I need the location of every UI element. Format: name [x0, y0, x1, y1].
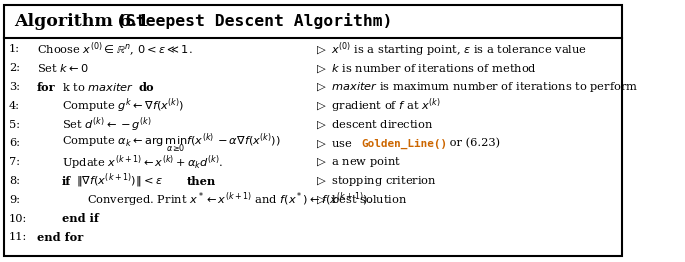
- Text: 3:: 3:: [9, 82, 20, 92]
- Text: 8:: 8:: [9, 176, 20, 186]
- Text: $\triangleright\;$ $\mathit{maxiter}$ is maximum number of iterations to perform: $\triangleright\;$ $\mathit{maxiter}$ is…: [316, 80, 638, 94]
- Text: Algorithm 6.1: Algorithm 6.1: [14, 13, 155, 30]
- Text: 1:: 1:: [9, 45, 20, 54]
- Text: Compute $g^k \leftarrow \nabla f(x^{(k)})$: Compute $g^k \leftarrow \nabla f(x^{(k)}…: [62, 97, 184, 115]
- Text: $\triangleright\;$ $k$ is number of iterations of method: $\triangleright\;$ $k$ is number of iter…: [316, 62, 537, 75]
- Text: $\|\nabla f(x^{(k+1)})\| < \varepsilon$: $\|\nabla f(x^{(k+1)})\| < \varepsilon$: [75, 172, 162, 190]
- Text: 7:: 7:: [9, 157, 20, 167]
- Text: 9:: 9:: [9, 195, 20, 205]
- Text: or (6.23): or (6.23): [446, 138, 500, 149]
- Text: $\triangleright\;$ stopping criterion: $\triangleright\;$ stopping criterion: [316, 174, 437, 188]
- Text: $\triangleright\;$ $x^{(0)}$ is a starting point, $\varepsilon$ is a tolerance v: $\triangleright\;$ $x^{(0)}$ is a starti…: [316, 40, 587, 59]
- Text: $\triangleright\;$ best solution: $\triangleright\;$ best solution: [316, 193, 407, 206]
- Text: $\triangleright\;$ use: $\triangleright\;$ use: [316, 137, 353, 150]
- Text: Update $x^{(k+1)} \leftarrow x^{(k)} + \alpha_k d^{(k)}$.: Update $x^{(k+1)} \leftarrow x^{(k)} + \…: [62, 153, 223, 172]
- Text: 2:: 2:: [9, 63, 20, 73]
- Text: Choose $x^{(0)} \in \mathbb{R}^n$, $0 < \varepsilon \ll 1$.: Choose $x^{(0)} \in \mathbb{R}^n$, $0 < …: [37, 40, 192, 59]
- Text: Set $k \leftarrow 0$: Set $k \leftarrow 0$: [37, 62, 88, 74]
- Text: $\triangleright\;$ descent direction: $\triangleright\;$ descent direction: [316, 118, 434, 131]
- Text: 10:: 10:: [9, 214, 27, 223]
- Text: 5:: 5:: [9, 120, 20, 130]
- Text: Set $d^{(k)} \leftarrow -g^{(k)}$: Set $d^{(k)} \leftarrow -g^{(k)}$: [62, 115, 151, 134]
- Text: 4:: 4:: [9, 101, 20, 111]
- Text: Converged. Print $x^* \leftarrow x^{(k+1)}$ and $f(x^*) \leftarrow f(x^{(k+1)})$: Converged. Print $x^* \leftarrow x^{(k+1…: [87, 190, 371, 209]
- Text: Golden_Line(): Golden_Line(): [361, 138, 447, 149]
- Text: if: if: [62, 176, 71, 187]
- Text: end if: end if: [62, 213, 99, 224]
- Text: (Steepest Descent Algorithm): (Steepest Descent Algorithm): [116, 13, 393, 29]
- Text: 6:: 6:: [9, 138, 20, 149]
- Text: k to $\mathit{maxiter}$: k to $\mathit{maxiter}$: [62, 81, 134, 93]
- Text: Compute $\alpha_k \leftarrow \arg\min_{\alpha \geq 0} f(x^{(k)} - \alpha\nabla f: Compute $\alpha_k \leftarrow \arg\min_{\…: [62, 131, 281, 156]
- Text: for: for: [37, 81, 55, 92]
- Text: end for: end for: [37, 232, 83, 243]
- Text: do: do: [138, 81, 154, 92]
- Text: $\triangleright\;$ gradient of $f$ at $x^{(k)}$: $\triangleright\;$ gradient of $f$ at $x…: [316, 97, 440, 115]
- Text: 11:: 11:: [9, 232, 27, 242]
- Text: then: then: [187, 176, 216, 187]
- Text: $\triangleright\;$ a new point: $\triangleright\;$ a new point: [316, 155, 401, 169]
